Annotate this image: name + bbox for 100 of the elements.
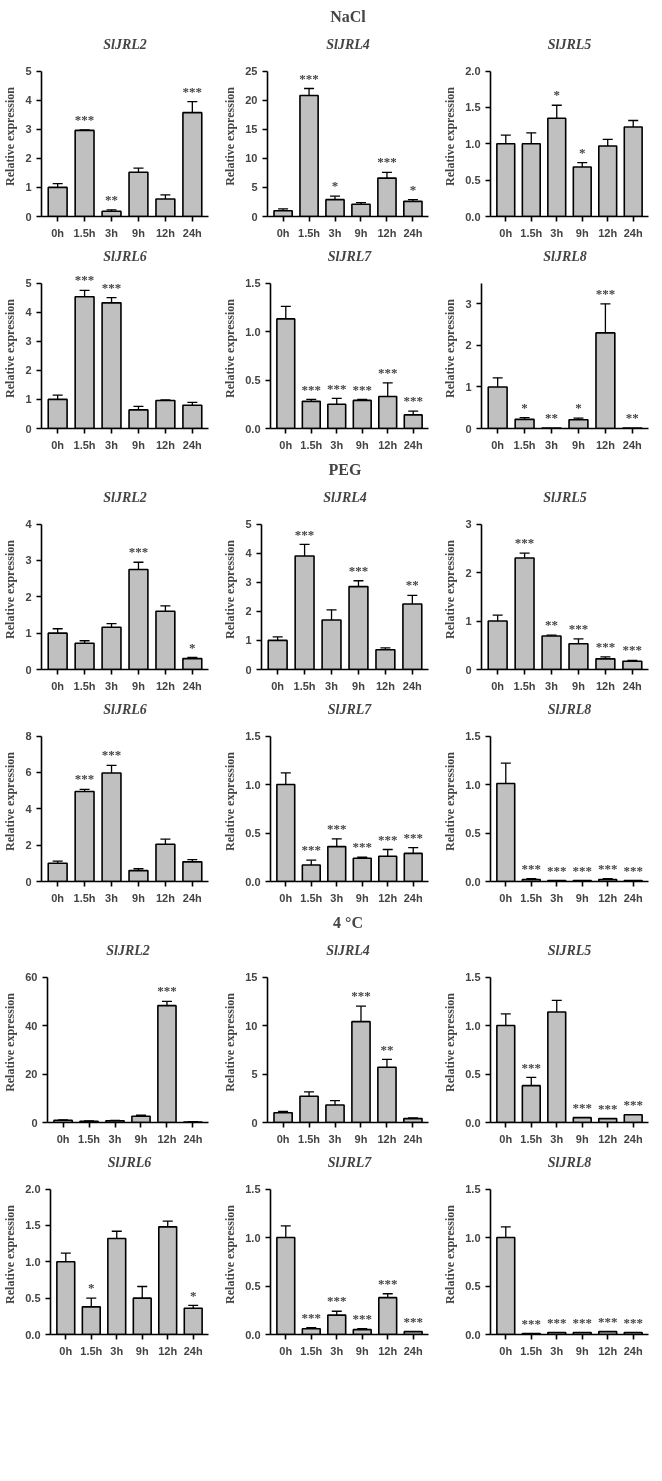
y-tick-label: 0.5 [465,174,481,187]
x-tick-label: 0h [56,1132,70,1145]
data-label: *** [352,839,372,855]
y-tick-label: 5 [251,181,258,194]
data-label: *** [377,831,398,847]
y-tick-label: 0 [31,1116,38,1129]
chart-title: SlJRL7 [327,701,373,717]
y-tick-label: 5 [245,518,252,531]
data-label: *** [351,988,371,1004]
chart-title: SlJRL6 [107,1154,152,1170]
x-tick-label: 3h [550,891,564,904]
y-tick-label: 15 [245,123,258,136]
data-label: *** [572,1314,592,1330]
data-label: *** [74,771,95,787]
data-label: *** [74,272,95,288]
y-axis-title: Relative expression [223,539,238,639]
y-tick-label: 2 [25,839,32,852]
x-tick-label: 0h [51,891,65,904]
x-tick-label: 0h [499,226,513,239]
x-tick-label: 12h [158,1344,178,1357]
y-tick-label: 1.0 [465,1019,481,1032]
y-tick-label: 0.0 [25,1328,41,1341]
y-tick-label: 6 [25,766,32,779]
data-label: ** [545,617,559,633]
data-label: *** [352,381,372,397]
y-tick-label: 1.5 [465,730,481,743]
x-tick-label: 3h [550,1132,564,1145]
data-label: *** [301,842,322,858]
data-label: * [409,181,417,197]
x-tick-label: 0h [271,679,285,692]
y-tick-label: 1 [465,380,472,393]
y-tick-label: 0 [465,422,472,435]
data-label: *** [597,1313,618,1329]
x-tick-label: 0h [51,438,65,451]
y-tick-label: 0.0 [465,875,481,888]
data-label: *** [597,860,618,876]
y-tick-label: 0 [25,663,32,676]
x-tick-label: 0h [51,679,65,692]
x-tick-label: 24h [403,1344,423,1357]
y-axis-title: Relative expression [443,86,458,186]
y-axis-title: Relative expression [223,86,238,186]
x-tick-label: 12h [378,438,398,451]
data-label: * [88,1280,95,1296]
y-tick-label: 1.5 [465,101,481,114]
y-tick-label: 0 [25,210,32,223]
x-tick-label: 1.5h [73,438,96,451]
chart-title: SlJRL5 [543,489,587,505]
data-label: *** [377,154,397,170]
y-tick-label: 1.0 [25,1255,41,1268]
x-tick-label: 0h [499,1132,513,1145]
y-axis-title: Relative expression [3,86,18,186]
x-tick-label: 24h [182,226,203,239]
y-tick-label: 1 [25,393,32,406]
x-tick-label: 9h [575,1132,589,1145]
data-label: * [575,400,582,416]
chart-title: SlJRL2 [103,489,147,505]
data-label: *** [403,829,423,845]
x-tick-label: 9h [132,679,146,692]
data-label: *** [403,393,423,409]
x-tick-label: 9h [132,226,146,239]
data-label: *** [327,380,347,396]
x-tick-label: 24h [182,679,203,692]
x-tick-label: 1.5h [73,226,96,239]
x-tick-label: 0h [51,226,65,239]
x-tick-label: 3h [545,438,559,451]
x-tick-label: 0h [491,438,505,451]
y-tick-label: 1.5 [245,277,261,290]
x-tick-label: 0h [499,891,513,904]
y-axis-title: Relative expression [443,1204,458,1304]
data-label: *** [377,365,398,381]
data-label: *** [547,862,567,878]
x-tick-label: 9h [354,1132,368,1145]
x-tick-label: 3h [545,679,559,692]
y-tick-label: 0.5 [245,1280,261,1293]
data-label: ** [545,410,559,426]
data-label: *** [294,526,315,542]
chart-title: SlJRL4 [323,489,367,505]
x-tick-label: 3h [330,1344,344,1357]
y-tick-label: 2 [25,590,32,603]
y-tick-label: 2 [465,566,472,579]
data-label: *** [622,642,643,658]
text: NaCl [330,7,367,25]
y-tick-label: 3 [465,518,472,531]
y-tick-label: 2 [245,605,252,618]
data-label: *** [521,860,542,876]
data-label: ** [405,577,419,593]
y-tick-label: 3 [25,123,32,136]
text: PEG [328,460,362,478]
x-tick-label: 1.5h [73,679,96,692]
y-tick-label: 1.5 [465,971,481,984]
data-label: *** [101,279,122,295]
y-tick-label: 1 [245,634,252,647]
y-tick-label: 0.0 [245,875,261,888]
y-tick-label: 40 [25,1019,38,1032]
x-tick-label: 9h [575,226,589,239]
x-tick-label: 9h [575,891,589,904]
y-tick-label: 3 [25,335,32,348]
x-tick-label: 24h [182,891,203,904]
x-tick-label: 12h [595,679,616,692]
y-axis-title: Relative expression [3,751,18,851]
